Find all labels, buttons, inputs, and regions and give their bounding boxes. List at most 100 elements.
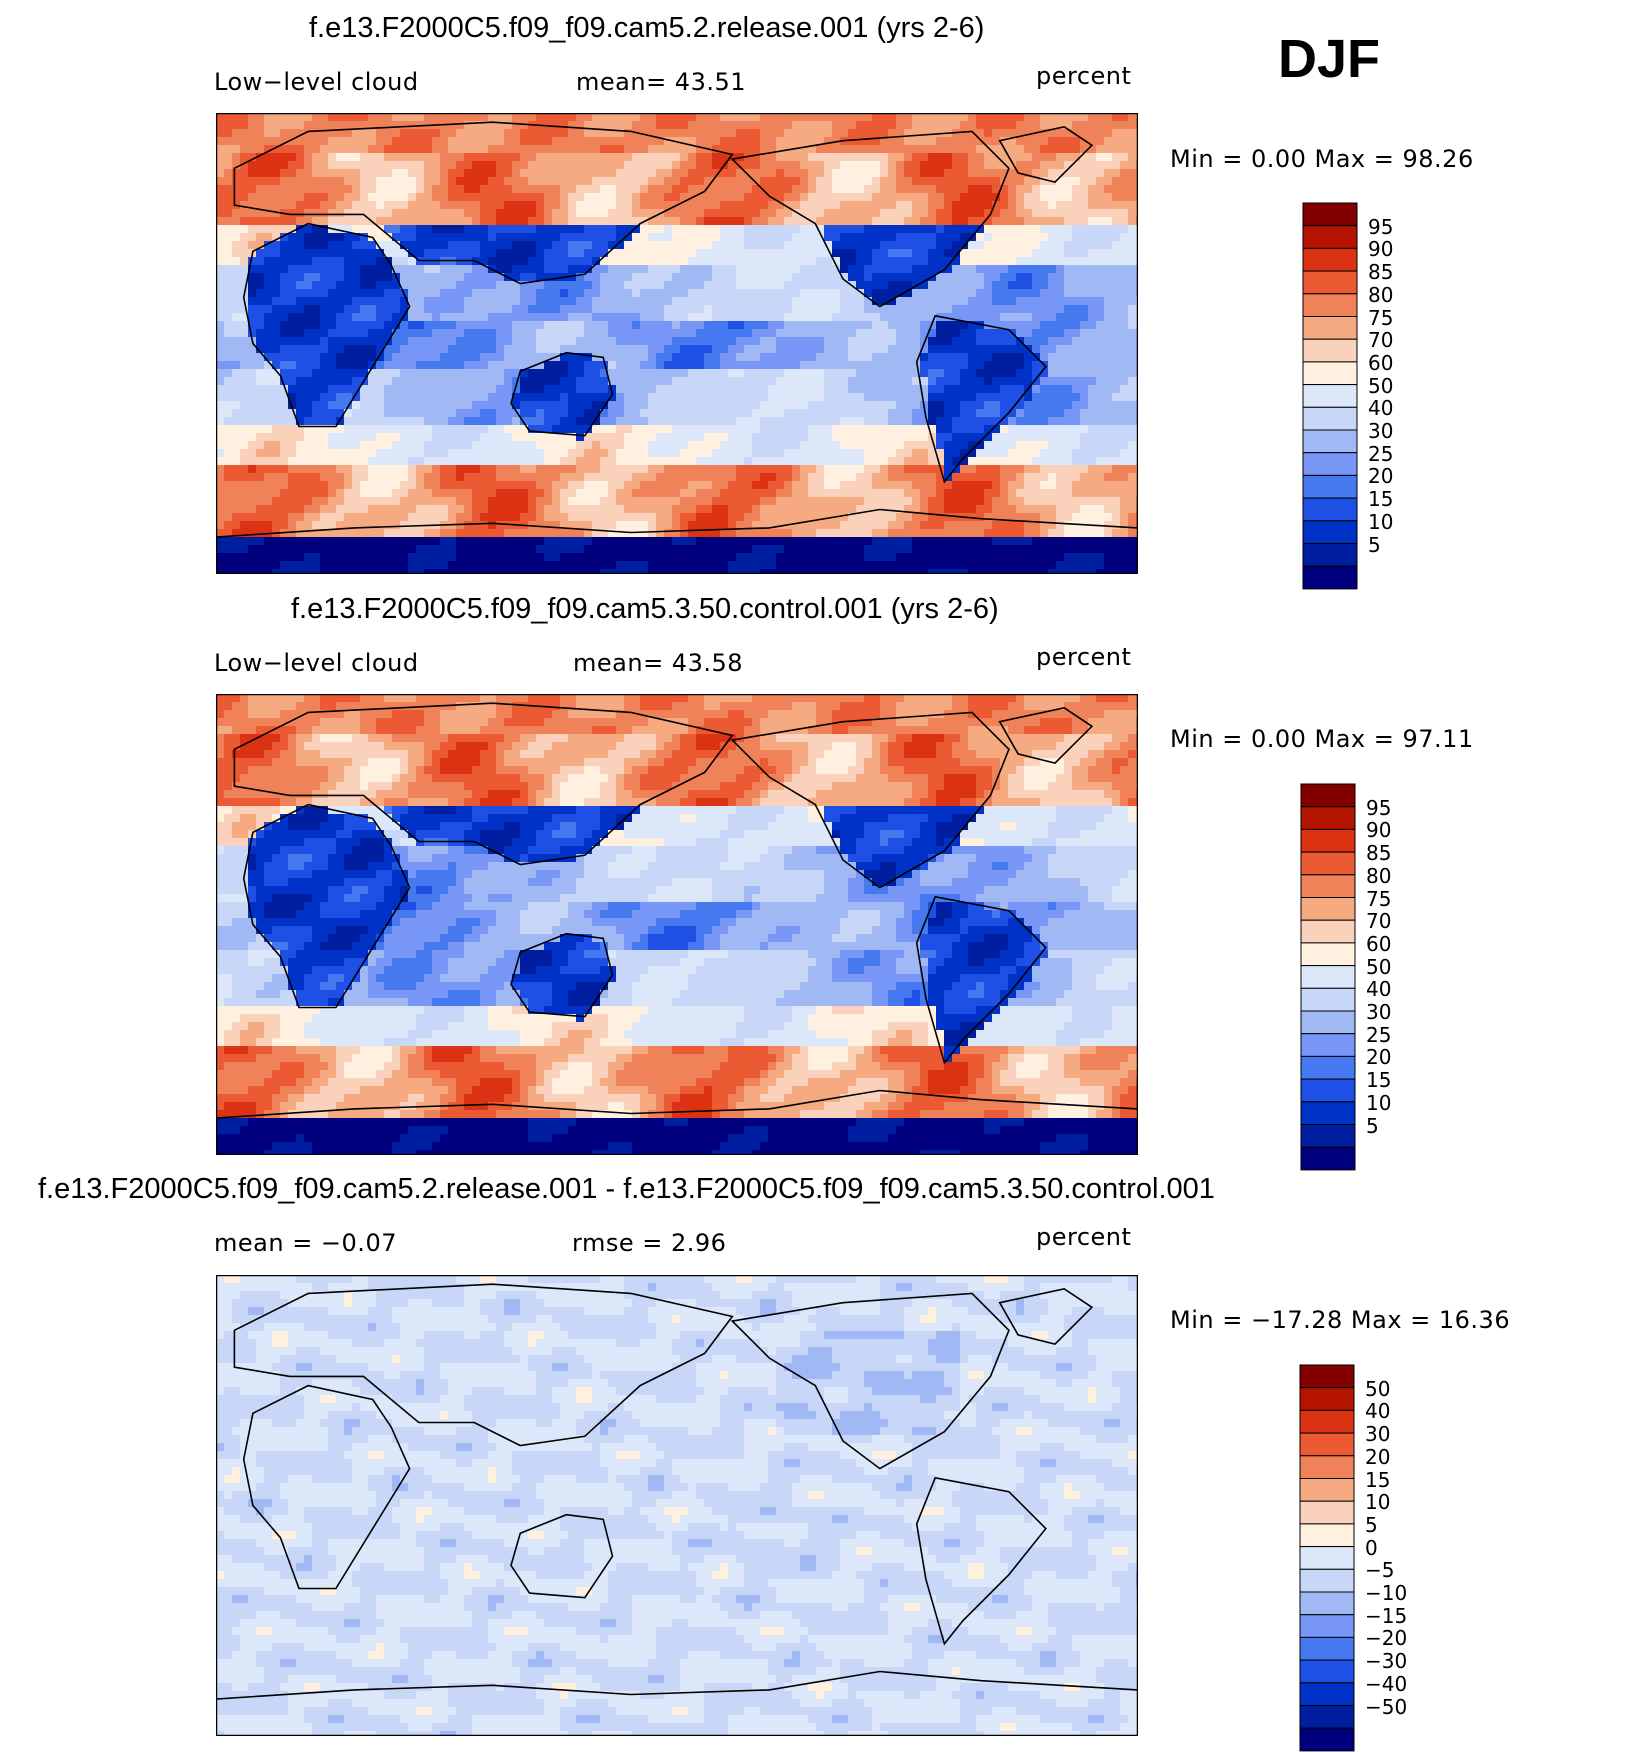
panel2-colorbar-swatch: [1301, 1079, 1355, 1102]
panel2-colorbar-swatch: [1301, 784, 1355, 807]
panel1-colorbar-tick-label: 5: [1368, 533, 1381, 557]
panel3-colorbar-swatch: [1300, 1365, 1354, 1388]
panel1-colorbar-tick-label: 10: [1368, 510, 1393, 534]
panel1-colorbar-swatch: [1303, 339, 1357, 362]
panel1-variable-label: Low−level cloud: [214, 68, 419, 96]
panel2-map: [216, 694, 1138, 1155]
panel3-colorbar-tick-label: 5: [1365, 1513, 1378, 1537]
season-label: DJF: [1278, 28, 1380, 90]
panel2-colorbar-swatch: [1301, 852, 1355, 875]
panel2-mean-label: mean= 43.58: [573, 649, 743, 677]
panel3-colorbar-swatch: [1300, 1456, 1354, 1479]
panel1-colorbar-tick-label: 25: [1368, 442, 1393, 466]
panel2-colorbar-tick-label: 15: [1366, 1068, 1391, 1092]
panel3-colorbar-tick-label: 40: [1365, 1399, 1390, 1423]
panel2-colorbar-tick-label: 90: [1366, 818, 1391, 842]
panel3-colorbar-tick-label: −15: [1365, 1604, 1407, 1628]
panel2-colorbar-tick-label: 40: [1366, 977, 1391, 1001]
panel1-colorbar-tick-label: 70: [1368, 328, 1393, 352]
panel2-colorbar-tick-label: 20: [1366, 1045, 1391, 1069]
panel3-colorbar-tick-label: 15: [1365, 1468, 1390, 1492]
panel3-colorbar-swatch: [1300, 1592, 1354, 1615]
panel2-colorbar-swatch: [1301, 1011, 1355, 1034]
panel2-units-label: percent: [1036, 643, 1131, 671]
panel3-colorbar-swatch: [1300, 1615, 1354, 1638]
panel1-colorbar-tick-label: 30: [1368, 419, 1393, 443]
panel1-units-label: percent: [1036, 62, 1131, 90]
panel1-colorbar-tick-label: 40: [1368, 396, 1393, 420]
panel2-colorbar-swatch: [1301, 875, 1355, 898]
panel3-colorbar-tick-label: 10: [1365, 1490, 1390, 1514]
panel1-colorbar-swatch: [1303, 453, 1357, 476]
panel2-colorbar-swatch: [1301, 829, 1355, 852]
field-cells: [216, 694, 1138, 1155]
panel2-colorbar-tick-label: 80: [1366, 864, 1391, 888]
panel3-mean-label: mean = −0.07: [214, 1229, 397, 1257]
panel3-colorbar-swatch: [1300, 1728, 1354, 1751]
panel3-colorbar-swatch: [1300, 1501, 1354, 1524]
panel2-colorbar-swatch: [1301, 966, 1355, 989]
panel2-colorbar-swatch: [1301, 1102, 1355, 1125]
panel1-colorbar-tick-label: 95: [1368, 215, 1393, 239]
panel1-minmax: Min = 0.00 Max = 98.26: [1170, 145, 1474, 173]
panel1-colorbar-swatch: [1303, 226, 1357, 249]
panel2-colorbar-tick-label: 60: [1366, 932, 1391, 956]
panel2-colorbar-tick-label: 25: [1366, 1023, 1391, 1047]
panel3-colorbar-swatch: [1300, 1683, 1354, 1706]
panel3-units-label: percent: [1036, 1223, 1131, 1251]
panel3-colorbar-tick-label: 50: [1365, 1377, 1390, 1401]
panel2-colorbar-tick-label: 95: [1366, 796, 1391, 820]
panel3-colorbar-tick-label: −30: [1365, 1649, 1407, 1673]
panel1-colorbar-swatch: [1303, 271, 1357, 294]
panel2-colorbar-tick-label: 75: [1366, 887, 1391, 911]
panel3-colorbar-swatch: [1300, 1637, 1354, 1660]
panel2-colorbar-tick-label: 85: [1366, 841, 1391, 865]
panel1-colorbar-swatch: [1303, 475, 1357, 498]
field-cells: [216, 1275, 1138, 1736]
panel3-colorbar-swatch: [1300, 1388, 1354, 1411]
panel3-rmse-label: rmse = 2.96: [572, 1229, 726, 1257]
panel1-colorbar-swatch: [1303, 521, 1357, 544]
panel3-minmax: Min = −17.28 Max = 16.36: [1170, 1306, 1510, 1334]
panel2-colorbar-swatch: [1301, 988, 1355, 1011]
panel3-colorbar-tick-label: −5: [1365, 1558, 1394, 1582]
panel3-title: f.e13.F2000C5.f09_f09.cam5.2.release.001…: [38, 1173, 1215, 1206]
panel2-variable-label: Low−level cloud: [214, 649, 419, 677]
panel1-mean-label: mean= 43.51: [576, 68, 746, 96]
panel1-colorbar-swatch: [1303, 385, 1357, 408]
panel3-colorbar-swatch: [1300, 1524, 1354, 1547]
panel1-colorbar-swatch: [1303, 317, 1357, 340]
panel3-colorbar-swatch: [1300, 1569, 1354, 1592]
panel2-colorbar-swatch: [1301, 1147, 1355, 1170]
panel3-colorbar-swatch: [1300, 1706, 1354, 1729]
panel3-colorbar-swatch: [1300, 1479, 1354, 1502]
panel1-map: [216, 113, 1138, 574]
panel2-colorbar-tick-label: 10: [1366, 1091, 1391, 1115]
panel2-colorbar-tick-label: 70: [1366, 909, 1391, 933]
panel1-colorbar-swatch: [1303, 362, 1357, 385]
panel3-colorbar-swatch: [1300, 1410, 1354, 1433]
panel2-colorbar-swatch: [1301, 1125, 1355, 1148]
panel1-colorbar-swatch: [1303, 544, 1357, 567]
panel3-map: [216, 1275, 1138, 1736]
panel1-colorbar-swatch: [1303, 498, 1357, 521]
panel1-colorbar-tick-label: 75: [1368, 306, 1393, 330]
panel2-colorbar-swatch: [1301, 898, 1355, 921]
panel2-title: f.e13.F2000C5.f09_f09.cam5.3.50.control.…: [291, 593, 999, 626]
panel1-colorbar-tick-label: 80: [1368, 283, 1393, 307]
panel3-colorbar-tick-label: −50: [1365, 1695, 1407, 1719]
panel2-colorbar-tick-label: 5: [1366, 1114, 1379, 1138]
panel2-colorbar-swatch: [1301, 1034, 1355, 1057]
panel2-colorbar-tick-label: 30: [1366, 1000, 1391, 1024]
panel2-minmax: Min = 0.00 Max = 97.11: [1170, 725, 1474, 753]
panel2-colorbar-swatch: [1301, 807, 1355, 830]
panel1-colorbar-swatch: [1303, 430, 1357, 453]
panel3-colorbar-tick-label: −10: [1365, 1581, 1407, 1605]
panel1-title: f.e13.F2000C5.f09_f09.cam5.2.release.001…: [309, 12, 984, 45]
panel3-colorbar-tick-label: 30: [1365, 1422, 1390, 1446]
panel2-colorbar-swatch: [1301, 1056, 1355, 1079]
panel1-colorbar-swatch: [1303, 294, 1357, 317]
panel2-colorbar-swatch: [1301, 943, 1355, 966]
panel1-colorbar-tick-label: 50: [1368, 374, 1393, 398]
panel1-colorbar-swatch: [1303, 203, 1357, 226]
